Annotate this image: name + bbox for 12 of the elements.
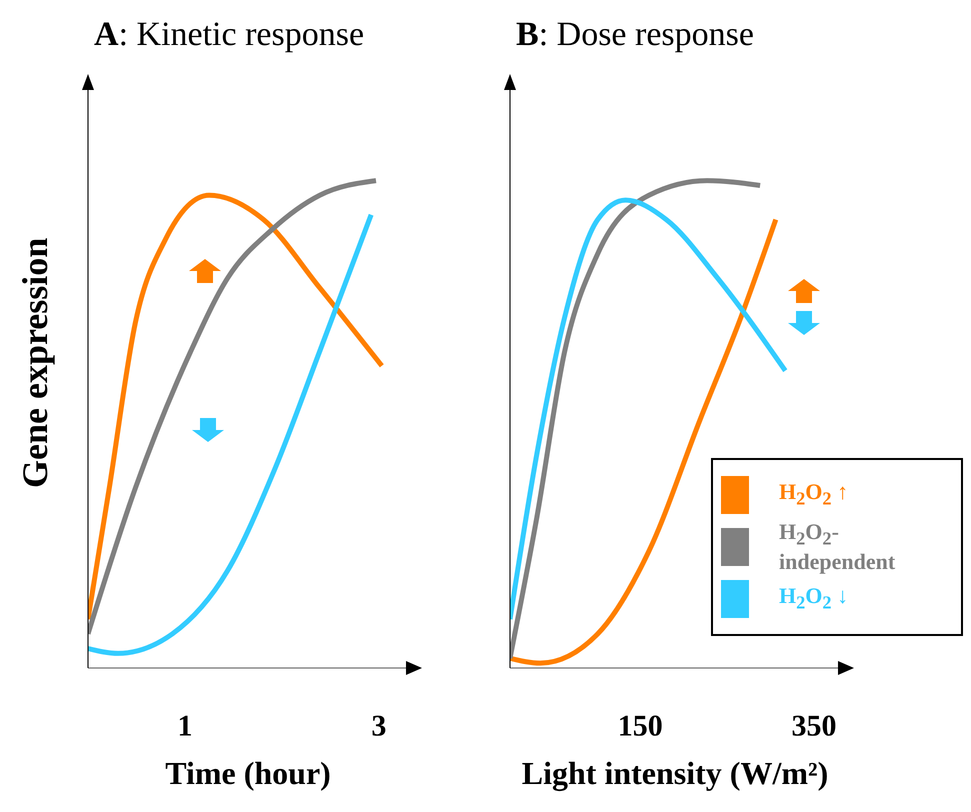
x-tick-label: 150: [618, 709, 663, 742]
x-axis-title: Light intensity (W/m²): [522, 755, 828, 792]
x-tick-label: 350: [791, 709, 836, 742]
chart-title: A: Kinetic response: [94, 16, 364, 54]
legend-label: H$_{2}$O$_{2}$-independent: [779, 519, 896, 574]
x-tick-label: 1: [177, 709, 192, 742]
y-axis-title: Gene expression: [14, 238, 55, 488]
legend-label: H$_{2}$O$_{2}$ ↑: [779, 478, 848, 510]
legend-label: H$_{2}$O$_{2}$ ↓: [779, 583, 848, 615]
x-axis-title: Time (hour): [165, 755, 331, 791]
x-tick-label: 3: [371, 709, 386, 742]
chart-title: B: Dose response: [516, 16, 754, 54]
